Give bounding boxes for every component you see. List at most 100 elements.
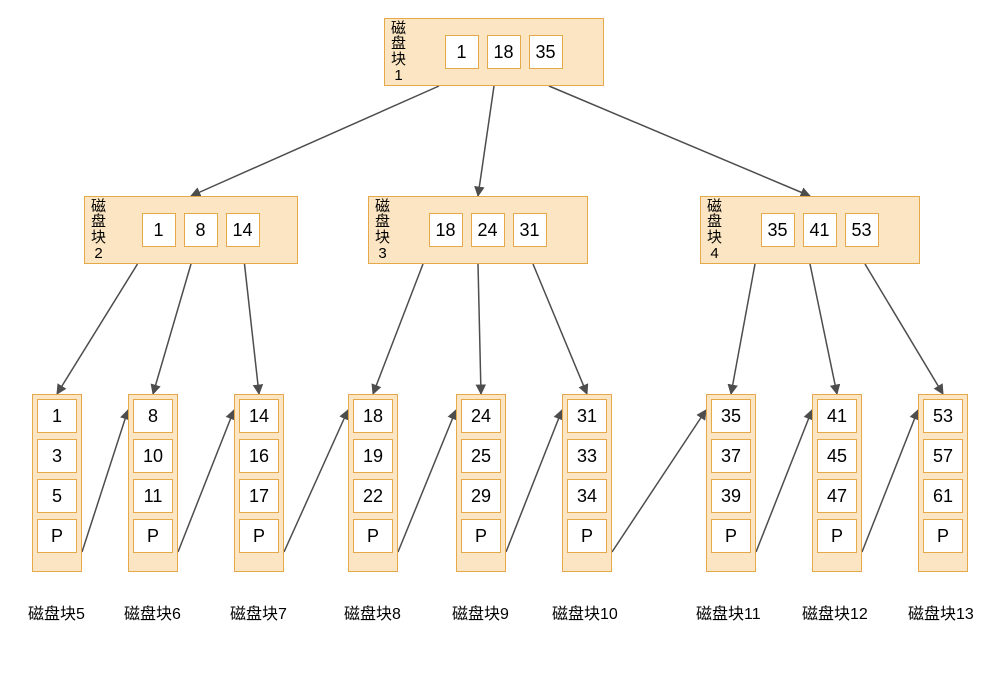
- key-cell: 33: [567, 439, 607, 473]
- key-cell: 16: [239, 439, 279, 473]
- key-cell: 8: [133, 399, 173, 433]
- edge: [506, 410, 562, 552]
- key-cell: 8: [184, 213, 218, 247]
- edge: [57, 264, 138, 394]
- key-cell: 31: [567, 399, 607, 433]
- key-cell: 1: [445, 35, 479, 69]
- edge: [549, 86, 810, 196]
- internal-node: 磁盘块21814: [84, 196, 298, 264]
- leaf-label: 磁盘块8: [344, 600, 401, 624]
- key-cell: 17: [239, 479, 279, 513]
- leaf-label: 磁盘块10: [552, 600, 618, 624]
- edge: [245, 264, 260, 394]
- key-row: 182431: [394, 207, 587, 253]
- key-cell: 39: [711, 479, 751, 513]
- edge: [731, 264, 755, 394]
- pointer-cell: P: [37, 519, 77, 553]
- key-row: 11835: [410, 29, 603, 75]
- leaf-label: 磁盘块12: [802, 600, 868, 624]
- key-row: 354153: [726, 207, 919, 253]
- key-cell: 35: [761, 213, 795, 247]
- pointer-cell: P: [353, 519, 393, 553]
- edge: [82, 410, 128, 552]
- key-cell: 18: [429, 213, 463, 247]
- pointer-cell: P: [567, 519, 607, 553]
- edge: [373, 264, 423, 394]
- key-cell: 14: [239, 399, 279, 433]
- key-cell: 45: [817, 439, 857, 473]
- internal-node: 磁盘块4354153: [700, 196, 920, 264]
- key-cell: 31: [513, 213, 547, 247]
- edge: [612, 410, 706, 552]
- key-cell: 19: [353, 439, 393, 473]
- node-label: 磁盘块2: [85, 199, 110, 262]
- key-cell: 3: [37, 439, 77, 473]
- key-cell: 22: [353, 479, 393, 513]
- key-cell: 18: [487, 35, 521, 69]
- key-cell: 10: [133, 439, 173, 473]
- leaf-label: 磁盘块13: [908, 600, 974, 624]
- edge: [756, 410, 812, 552]
- leaf-label: 磁盘块11: [696, 600, 761, 624]
- node-label: 磁盘块3: [369, 199, 394, 262]
- key-cell: 53: [845, 213, 879, 247]
- leaf-node: 31 33 34 P: [562, 394, 612, 572]
- edge: [284, 410, 348, 552]
- edge: [178, 410, 234, 552]
- edge: [478, 264, 481, 394]
- key-cell: 14: [226, 213, 260, 247]
- edge: [478, 86, 494, 196]
- key-cell: 57: [923, 439, 963, 473]
- edge: [153, 264, 191, 394]
- pointer-cell: P: [711, 519, 751, 553]
- key-cell: 61: [923, 479, 963, 513]
- pointer-cell: P: [817, 519, 857, 553]
- key-row: 1814: [110, 207, 297, 253]
- key-cell: 41: [817, 399, 857, 433]
- key-cell: 24: [461, 399, 501, 433]
- key-cell: 47: [817, 479, 857, 513]
- leaf-node: 1 3 5 P: [32, 394, 82, 572]
- edge: [398, 410, 456, 552]
- pointer-cell: P: [133, 519, 173, 553]
- btree-diagram: 磁盘块111835磁盘块21814磁盘块3182431磁盘块4354153135…: [0, 0, 1002, 674]
- leaf-label: 磁盘块6: [124, 600, 181, 624]
- key-cell: 37: [711, 439, 751, 473]
- pointer-cell: P: [239, 519, 279, 553]
- leaf-label: 磁盘块7: [230, 600, 287, 624]
- key-cell: 1: [37, 399, 77, 433]
- key-cell: 29: [461, 479, 501, 513]
- leaf-node: 35 37 39 P: [706, 394, 756, 572]
- node-label: 磁盘块4: [701, 199, 726, 262]
- leaf-node: 53 57 61 P: [918, 394, 968, 572]
- pointer-cell: P: [461, 519, 501, 553]
- key-cell: 24: [471, 213, 505, 247]
- leaf-node: 41 45 47 P: [812, 394, 862, 572]
- leaf-label: 磁盘块5: [28, 600, 85, 624]
- leaf-node: 24 25 29 P: [456, 394, 506, 572]
- leaf-node: 18 19 22 P: [348, 394, 398, 572]
- internal-node: 磁盘块3182431: [368, 196, 588, 264]
- edge: [533, 264, 587, 394]
- leaf-node: 14 16 17 P: [234, 394, 284, 572]
- key-cell: 5: [37, 479, 77, 513]
- key-cell: 35: [529, 35, 563, 69]
- key-cell: 41: [803, 213, 837, 247]
- key-cell: 25: [461, 439, 501, 473]
- key-cell: 1: [142, 213, 176, 247]
- key-cell: 53: [923, 399, 963, 433]
- leaf-node: 8 10 11 P: [128, 394, 178, 572]
- key-cell: 11: [133, 479, 173, 513]
- pointer-cell: P: [923, 519, 963, 553]
- edge: [862, 410, 918, 552]
- node-label: 磁盘块1: [385, 21, 410, 84]
- edge: [865, 264, 943, 394]
- key-cell: 35: [711, 399, 751, 433]
- edge-layer: [0, 0, 1002, 674]
- internal-node: 磁盘块111835: [384, 18, 604, 86]
- key-cell: 34: [567, 479, 607, 513]
- key-cell: 18: [353, 399, 393, 433]
- edge: [191, 86, 439, 196]
- leaf-label: 磁盘块9: [452, 600, 509, 624]
- edge: [810, 264, 837, 394]
